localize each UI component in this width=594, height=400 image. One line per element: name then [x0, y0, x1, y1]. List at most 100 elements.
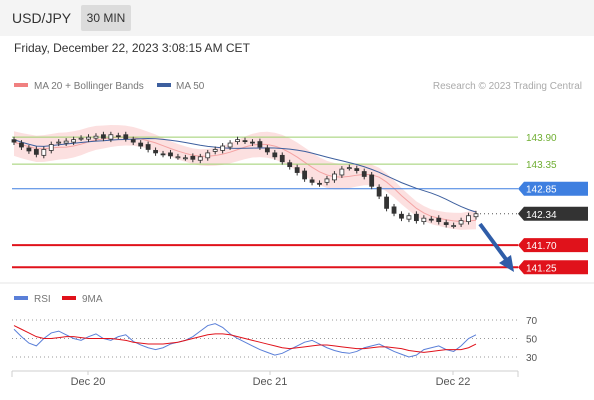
candle-body — [153, 150, 158, 154]
rsi-level-label: 50 — [526, 335, 538, 346]
candle-body — [413, 213, 419, 222]
candle-body — [428, 218, 434, 221]
candle-body — [86, 136, 91, 140]
level-label: 143.90 — [526, 133, 557, 144]
candle-body — [399, 213, 404, 219]
candle-body — [294, 167, 300, 173]
candle-body — [264, 147, 270, 153]
candle-body — [145, 144, 151, 150]
candle-body — [317, 182, 322, 185]
candle-body — [287, 162, 293, 168]
level-labels: 143.90 143.35 142.85 142.34 141.70 141.25 — [518, 133, 588, 275]
x-axis-labels: Dec 20 Dec 21 Dec 22 — [71, 371, 471, 388]
candle-body — [56, 141, 62, 144]
candle-body — [250, 141, 255, 144]
candle-body — [354, 168, 360, 171]
rsi-level-label: 70 — [526, 316, 538, 327]
level-tag-pivot — [518, 181, 588, 196]
candle-body — [227, 142, 233, 148]
candle-body — [384, 196, 389, 209]
candle-body — [160, 153, 166, 156]
candle-body — [41, 149, 47, 156]
candle-body — [78, 137, 84, 140]
candle-body — [138, 142, 144, 147]
candle-body — [19, 142, 24, 148]
candle-body — [242, 140, 248, 143]
candle-body — [279, 154, 285, 163]
rsi-level-label: 30 — [526, 353, 538, 364]
candle-body — [257, 141, 263, 148]
rsi-panel: 70 50 30 — [12, 316, 538, 364]
ma50-legend-label: MA 50 — [176, 81, 205, 92]
rsi-legend: RSI 9MA — [14, 294, 103, 305]
ma20-legend-swatch — [14, 83, 28, 87]
ma50-legend-swatch — [157, 83, 171, 87]
candle-body — [26, 147, 32, 152]
ma9-legend-swatch — [62, 296, 76, 300]
candle-body — [346, 167, 352, 170]
level-label: 142.34 — [526, 210, 557, 221]
level-label: 141.25 — [526, 263, 557, 274]
level-tag-support — [518, 260, 588, 275]
forecast-arrow — [478, 222, 514, 272]
x-tick-label: Dec 20 — [71, 376, 106, 388]
candles — [11, 131, 479, 229]
ma50-path — [13, 137, 477, 213]
candle-body — [63, 140, 69, 144]
candle-body — [220, 145, 226, 151]
rsi-legend-label: RSI — [34, 294, 51, 305]
candle-body — [130, 139, 136, 143]
datetime-label: Friday, December 22, 2023 3:08:15 AM CET — [14, 41, 250, 55]
candle-body — [309, 179, 315, 183]
candle-body — [406, 215, 412, 220]
x-tick-label: Dec 21 — [253, 376, 288, 388]
candle-body — [361, 171, 367, 177]
level-tag-current — [518, 206, 588, 221]
candle-body — [235, 139, 240, 143]
candle-body — [123, 134, 129, 140]
candle-body — [205, 152, 211, 159]
candle-body — [168, 152, 173, 157]
candle-body — [332, 173, 337, 181]
candle-body — [93, 135, 99, 139]
main-legend: MA 20 + Bollinger Bands MA 50 Research ©… — [14, 81, 582, 92]
ma20-legend-label: MA 20 + Bollinger Bands — [34, 81, 144, 92]
candle-body — [33, 149, 39, 155]
candle-body — [190, 155, 196, 160]
candle-body — [71, 139, 77, 143]
candle-body — [212, 149, 218, 152]
ma50-line — [13, 137, 477, 213]
candle-body — [302, 170, 308, 180]
research-credit: Research © 2023 Trading Central — [433, 81, 582, 92]
level-label: 142.85 — [526, 185, 557, 196]
ma9-legend-label: 9MA — [82, 294, 103, 305]
candle-body — [339, 168, 345, 176]
candle-body — [182, 157, 188, 160]
candle-body — [175, 156, 181, 159]
x-tick-label: Dec 22 — [436, 376, 471, 388]
candle-body — [376, 186, 382, 197]
candle-body — [108, 134, 114, 140]
candle-body — [421, 217, 427, 223]
rsi-ma9-line — [13, 325, 477, 353]
candle-body — [11, 139, 17, 143]
candle-body — [324, 178, 330, 183]
timeframe-badge[interactable]: 30 MIN — [81, 5, 131, 31]
candle-body — [272, 152, 278, 158]
candle-body — [101, 134, 106, 139]
instrument-title: USD/JPY — [12, 10, 72, 26]
level-label: 143.35 — [526, 160, 557, 171]
rsi-line — [13, 323, 477, 358]
header-bar: USD/JPY 30 MIN — [0, 0, 594, 36]
level-label: 141.70 — [526, 241, 557, 252]
candle-body — [443, 222, 449, 225]
candle-body — [115, 135, 121, 138]
candle-body — [451, 225, 457, 227]
candle-body — [458, 220, 464, 225]
rsi-legend-swatch — [14, 296, 28, 300]
candle-body — [473, 213, 479, 218]
candle-body — [436, 217, 442, 223]
candle-body — [391, 206, 397, 214]
candle-body — [48, 144, 54, 151]
